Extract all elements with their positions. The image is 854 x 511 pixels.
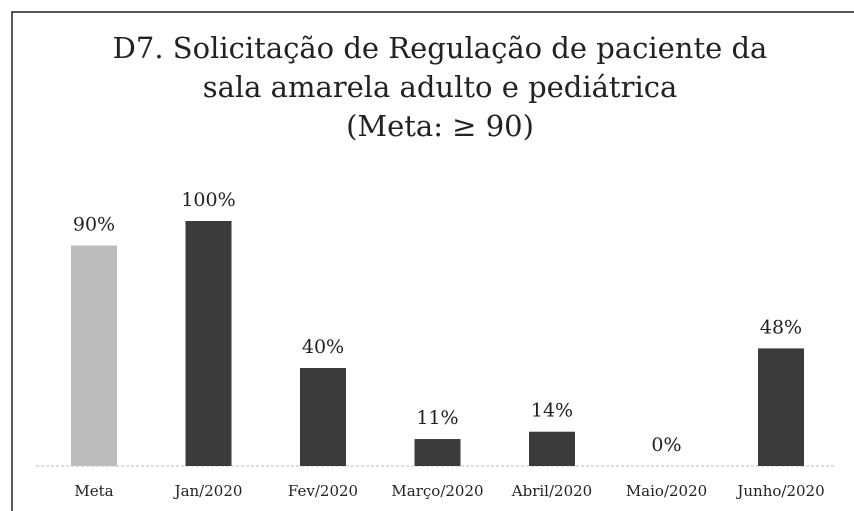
x-tick-label: Meta [74, 482, 113, 500]
x-tick-label: Jan/2020 [173, 482, 243, 500]
bar [185, 221, 232, 466]
bar [71, 245, 117, 466]
value-label: 11% [416, 407, 458, 429]
bar [529, 431, 575, 466]
chart-title: (Meta: ≥ 90) [346, 109, 534, 143]
value-label: 100% [181, 189, 235, 211]
x-tick-label: Abril/2020 [511, 482, 592, 500]
value-label: 90% [73, 214, 115, 236]
value-label: 40% [302, 336, 344, 358]
value-label: 0% [651, 434, 681, 456]
chart-title: sala amarela adulto e pediátrica [203, 70, 678, 104]
chart-title: D7. Solicitação de Regulação de paciente… [113, 31, 768, 65]
x-tick-label: Fev/2020 [288, 482, 358, 500]
bar [758, 348, 804, 466]
value-label: 14% [531, 400, 573, 422]
x-tick-label: Maio/2020 [626, 482, 707, 500]
frame [11, 11, 854, 511]
x-tick-label: Março/2020 [391, 482, 483, 500]
value-label: 48% [760, 316, 802, 338]
x-tick-label: Junho/2020 [735, 482, 824, 500]
bar [300, 368, 346, 466]
bar [414, 439, 461, 466]
